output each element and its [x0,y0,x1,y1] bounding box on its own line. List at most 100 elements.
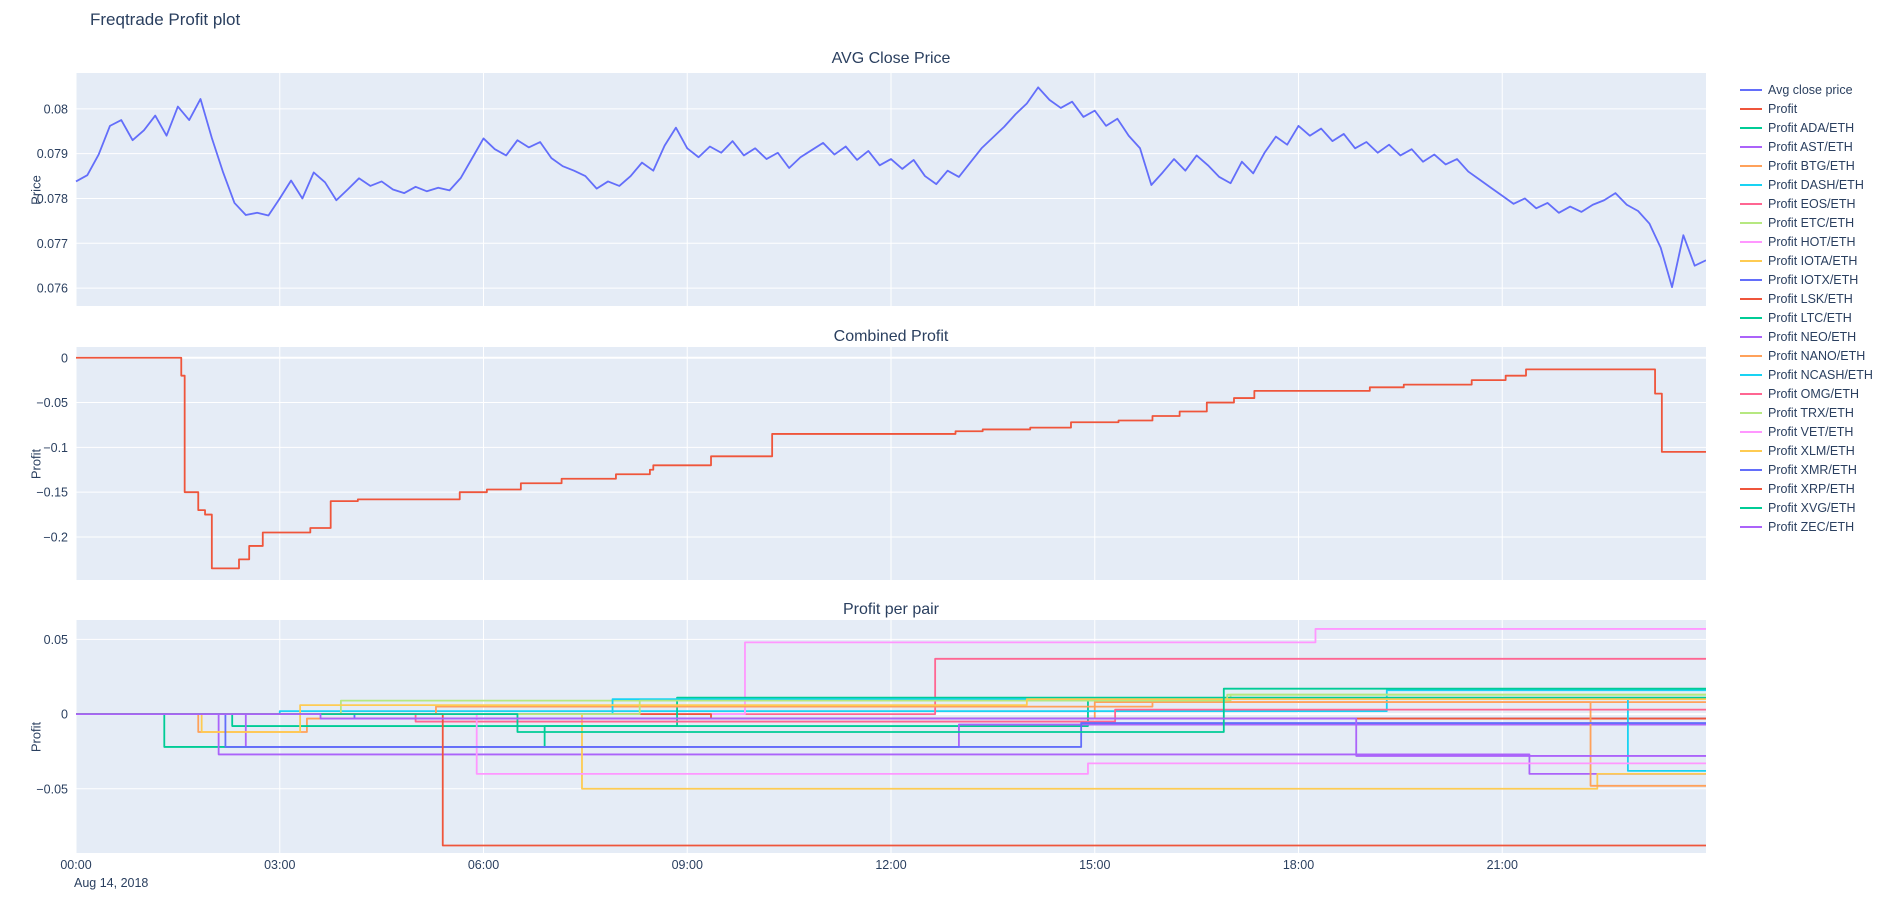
legend-item-profit-etc-eth[interactable]: Profit ETC/ETH [1740,213,1873,232]
y-tick-label: −0.2 [43,530,68,544]
legend-item-profit[interactable]: Profit [1740,99,1873,118]
profit-per-pair-plot[interactable]: 0.05 0 −0.05 [0,620,1706,853]
legend-label: Profit XRP/ETH [1768,481,1855,496]
series-profit-zec-eth [76,713,1706,757]
x-axis: 00:00 03:00 06:00 09:00 12:00 15:00 18:00 21:00 [0,858,1706,876]
legend-item-profit-omg-eth[interactable]: Profit OMG/ETH [1740,384,1873,403]
legend-item-profit-xrp-eth[interactable]: Profit XRP/ETH [1740,479,1873,498]
x-tick-label: 15:00 [1079,858,1111,872]
legend-item-avg-close-price[interactable]: Avg close price [1740,80,1873,99]
legend-swatch [1740,202,1762,205]
legend-label: Profit XVG/ETH [1768,500,1856,515]
y-tick-label: 0 [61,351,68,365]
legend-item-profit-ada-eth[interactable]: Profit ADA/ETH [1740,118,1873,137]
legend-swatch [1740,126,1762,129]
legend-swatch [1740,373,1762,376]
legend-swatch [1740,145,1762,148]
legend-swatch [1740,221,1762,224]
legend-label: Profit XLM/ETH [1768,443,1855,458]
subplot-title-avg-close-price: AVG Close Price [831,50,951,67]
legend-label: Profit VET/ETH [1768,424,1854,439]
y-tick-label: 0.076 [37,282,68,296]
series-profit-xvg-eth [76,687,1706,733]
legend-item-profit-lsk-eth[interactable]: Profit LSK/ETH [1740,289,1873,308]
subplot-title-profit-per-pair: Profit per pair [842,601,940,618]
legend-label: Profit ETC/ETH [1768,215,1855,230]
legend-swatch [1740,297,1762,300]
legend-swatch [1740,88,1762,91]
y-tick-label: 0 [61,708,68,722]
legend-label: Profit EOS/ETH [1768,196,1856,211]
legend-item-profit-trx-eth[interactable]: Profit TRX/ETH [1740,403,1873,422]
legend-item-profit-vet-eth[interactable]: Profit VET/ETH [1740,422,1873,441]
legend-swatch [1740,487,1762,490]
legend-item-profit-xmr-eth[interactable]: Profit XMR/ETH [1740,460,1873,479]
legend-label: Profit DASH/ETH [1768,177,1864,192]
legend-swatch [1740,316,1762,319]
legend-item-profit-neo-eth[interactable]: Profit NEO/ETH [1740,327,1873,346]
series-profit [76,356,1706,570]
legend-label: Profit NANO/ETH [1768,348,1866,363]
series-profit-ada-eth [76,698,1706,748]
legend-swatch [1740,468,1762,471]
legend-swatch [1740,278,1762,281]
y-tick-label: 0.077 [37,237,68,251]
x-tick-label: 12:00 [875,858,907,872]
legend-label: Profit TRX/ETH [1768,405,1854,420]
y-tick-label: 0.078 [37,192,68,206]
series-profit-xlm-eth [76,698,1706,733]
legend-item-profit-iotx-eth[interactable]: Profit IOTX/ETH [1740,270,1873,289]
legend-label: Profit HOT/ETH [1768,234,1856,249]
legend-label: Avg close price [1768,82,1853,97]
combined-profit-plot[interactable]: 0 −0.05 −0.1 −0.15 −0.2 [0,347,1706,580]
legend-label: Profit IOTX/ETH [1768,272,1859,287]
avg-close-price-plot[interactable]: 0.076 0.077 0.078 0.079 0.08 [0,73,1706,306]
y-tick-label: 0.079 [37,147,68,161]
legend-item-profit-ast-eth[interactable]: Profit AST/ETH [1740,137,1873,156]
legend-item-profit-eos-eth[interactable]: Profit EOS/ETH [1740,194,1873,213]
y-tick-label: −0.1 [43,441,68,455]
legend-swatch [1740,411,1762,414]
legend-swatch [1740,240,1762,243]
legend-label: Profit LSK/ETH [1768,291,1853,306]
legend-item-profit-ncash-eth[interactable]: Profit NCASH/ETH [1740,365,1873,384]
legend-swatch [1740,430,1762,433]
series-profit-nano-eth [76,701,1706,787]
legend-label: Profit BTG/ETH [1768,158,1855,173]
legend-label: Profit NCASH/ETH [1768,367,1873,382]
legend-swatch [1740,259,1762,262]
y-tick-label: 0.05 [44,633,68,647]
x-tick-label: 06:00 [467,858,500,872]
legend-item-profit-iota-eth[interactable]: Profit IOTA/ETH [1740,251,1873,270]
legend-swatch [1740,354,1762,357]
legend-swatch [1740,183,1762,186]
legend-swatch [1740,506,1762,509]
legend-label: Profit IOTA/ETH [1768,253,1858,268]
y-tick-label: −0.15 [36,486,68,500]
x-tick-label: 03:00 [264,858,296,872]
legend-swatch [1740,335,1762,338]
legend-swatch [1740,107,1762,110]
x-tick-label: 21:00 [1486,858,1518,872]
legend-item-profit-xvg-eth[interactable]: Profit XVG/ETH [1740,498,1873,517]
series-avg-close-price [75,86,1706,289]
y-tick-label: −0.05 [36,782,68,796]
legend-item-profit-btg-eth[interactable]: Profit BTG/ETH [1740,156,1873,175]
legend-item-profit-nano-eth[interactable]: Profit NANO/ETH [1740,346,1873,365]
legend-swatch [1740,525,1762,528]
legend-item-profit-xlm-eth[interactable]: Profit XLM/ETH [1740,441,1873,460]
legend-label: Profit ZEC/ETH [1768,519,1855,534]
legend-item-profit-ltc-eth[interactable]: Profit LTC/ETH [1740,308,1873,327]
legend-label: Profit NEO/ETH [1768,329,1857,344]
legend-label: Profit OMG/ETH [1768,386,1859,401]
subplot-title-combined-profit: Combined Profit [833,328,949,345]
page-title: Freqtrade Profit plot [90,10,241,29]
legend-label: Profit AST/ETH [1768,139,1853,154]
legend-label: Profit ADA/ETH [1768,120,1855,135]
legend-item-profit-dash-eth[interactable]: Profit DASH/ETH [1740,175,1873,194]
legend-item-profit-zec-eth[interactable]: Profit ZEC/ETH [1740,517,1873,536]
legend-label: Profit LTC/ETH [1768,310,1852,325]
legend-item-profit-hot-eth[interactable]: Profit HOT/ETH [1740,232,1873,251]
x-tick-label: 09:00 [671,858,703,872]
